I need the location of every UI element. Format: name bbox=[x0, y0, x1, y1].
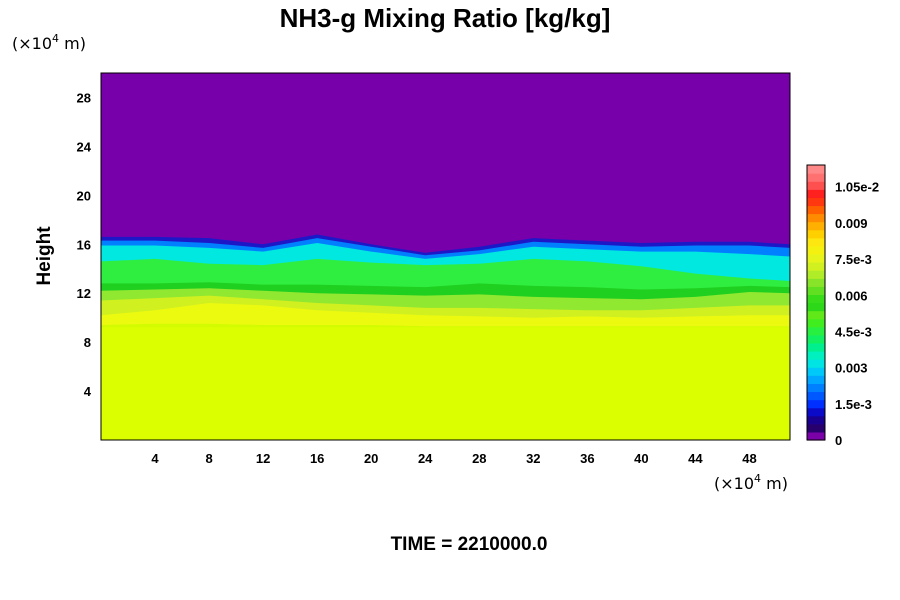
chart-title: NH3-g Mixing Ratio [kg/kg] bbox=[280, 3, 611, 33]
x-tick-label: 20 bbox=[364, 451, 378, 466]
y-tick-label: 12 bbox=[77, 286, 91, 301]
y-units-suffix: m) bbox=[59, 34, 86, 53]
colorbar-band bbox=[807, 399, 825, 409]
y-axis-units: (×104 m) bbox=[12, 32, 86, 53]
x-units-prefix: (×10 bbox=[714, 474, 754, 493]
colorbar-label: 1.05e-2 bbox=[835, 180, 879, 195]
colorbar-band bbox=[807, 181, 825, 190]
colorbar-label: 1.5e-3 bbox=[835, 397, 872, 412]
colorbar-label: 7.5e-3 bbox=[835, 252, 872, 267]
x-tick-label: 32 bbox=[526, 451, 540, 466]
colorbar-band bbox=[807, 197, 825, 207]
colorbar-band bbox=[807, 375, 825, 384]
x-tick-label: 4 bbox=[151, 451, 159, 466]
y-tick-label: 16 bbox=[77, 237, 91, 252]
colorbar-band bbox=[807, 294, 825, 304]
colorbar-band bbox=[807, 173, 825, 182]
x-tick-label: 48 bbox=[742, 451, 756, 466]
colorbar-label: 0.003 bbox=[835, 361, 868, 376]
colorbar-band bbox=[807, 367, 825, 376]
y-units-prefix: (×10 bbox=[12, 34, 52, 53]
colorbar-band bbox=[807, 278, 825, 287]
colorbar-band bbox=[807, 423, 825, 433]
x-tick-label: 12 bbox=[256, 451, 270, 466]
y-axis-label: Height bbox=[34, 226, 55, 286]
colorbar-band bbox=[807, 326, 825, 336]
x-tick-label: 8 bbox=[205, 451, 212, 466]
plot-frame bbox=[100, 72, 791, 441]
colorbar-band bbox=[807, 391, 825, 401]
colorbar-band bbox=[807, 237, 825, 247]
colorbar-bands bbox=[807, 165, 825, 441]
colorbar-band bbox=[807, 229, 825, 239]
colorbar-band bbox=[807, 189, 825, 198]
colorbar-band bbox=[807, 205, 825, 215]
field-layer-10 bbox=[101, 327, 790, 440]
x-axis-units: (×104 m) bbox=[714, 472, 788, 493]
colorbar-label: 0.006 bbox=[835, 288, 868, 303]
x-tick-label: 16 bbox=[310, 451, 324, 466]
colorbar-band bbox=[807, 383, 825, 393]
colorbar-label: 4.5e-3 bbox=[835, 324, 872, 339]
colorbar-band bbox=[807, 253, 825, 263]
colorbar-band bbox=[807, 359, 825, 368]
colorbar-band bbox=[807, 318, 825, 328]
colorbar-band bbox=[807, 342, 825, 352]
x-tick-label: 28 bbox=[472, 451, 486, 466]
colorbar-band bbox=[807, 431, 825, 441]
colorbar-band bbox=[807, 302, 825, 312]
y-axis-ticks: 4 8 12 16 20 24 28 bbox=[77, 91, 92, 400]
x-tick-label: 40 bbox=[634, 451, 648, 466]
colorbar-band bbox=[807, 213, 825, 223]
y-units-exponent: 4 bbox=[52, 32, 59, 45]
time-label: TIME = 2210000.0 bbox=[391, 534, 548, 555]
x-units-suffix: m) bbox=[761, 474, 788, 493]
colorbar-band bbox=[807, 310, 825, 320]
colorbar-band bbox=[807, 351, 825, 360]
colorbar-frame bbox=[806, 164, 826, 441]
y-tick-label: 4 bbox=[84, 384, 92, 399]
x-axis-ticks: 4 8 12 16 20 24 28 32 36 40 44 48 bbox=[151, 451, 756, 466]
colorbar-band bbox=[807, 407, 825, 417]
plot-area bbox=[100, 72, 791, 441]
y-tick-label: 28 bbox=[77, 91, 91, 106]
colorbar-band bbox=[807, 415, 825, 425]
colorbar-band bbox=[807, 221, 825, 231]
colorbar-label: 0.009 bbox=[835, 216, 868, 231]
y-tick-label: 24 bbox=[77, 139, 92, 154]
y-tick-label: 8 bbox=[84, 335, 91, 350]
colorbar-band bbox=[807, 165, 825, 174]
x-tick-label: 44 bbox=[688, 451, 703, 466]
colorbar-band bbox=[807, 334, 825, 344]
x-tick-label: 36 bbox=[580, 451, 594, 466]
x-units-exponent: 4 bbox=[754, 472, 761, 485]
y-tick-label: 20 bbox=[77, 188, 91, 203]
x-tick-label: 24 bbox=[418, 451, 433, 466]
colorbar-band bbox=[807, 286, 825, 296]
colorbar-band bbox=[807, 245, 825, 255]
colorbar: 1.05e-2 0.009 7.5e-3 0.006 4.5e-3 0.003 1.5e-3… bbox=[806, 164, 879, 448]
colorbar-band bbox=[807, 262, 825, 271]
colorbar-band bbox=[807, 270, 825, 279]
colorbar-label: 0 bbox=[835, 433, 842, 448]
field-layers bbox=[101, 228, 790, 440]
colorbar-labels: 1.05e-2 0.009 7.5e-3 0.006 4.5e-3 0.003 1.5e-3… bbox=[835, 180, 879, 448]
